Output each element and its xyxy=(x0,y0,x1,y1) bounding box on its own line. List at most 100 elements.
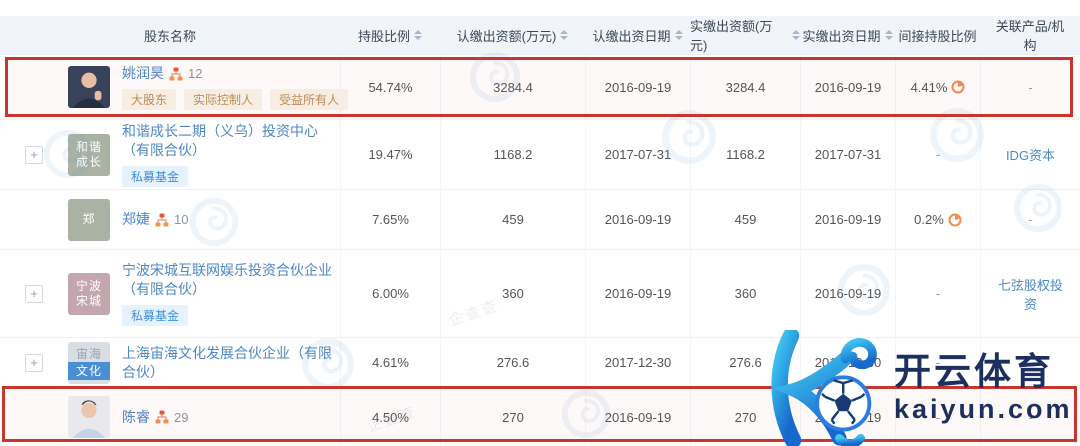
column-header-paid-date[interactable]: 实缴出资日期 xyxy=(800,16,895,54)
related-cell: - xyxy=(980,55,1080,119)
paid-amount-cell: 3284.4 xyxy=(690,55,800,119)
paid-date-cell: 2017-12-30 xyxy=(800,338,895,387)
paid-date-cell: 2016-09-19 xyxy=(800,250,895,337)
indirect-ratio-cell: 0.2% xyxy=(895,190,980,249)
subscribed-date-cell: 2016-09-19 xyxy=(585,388,690,446)
related-cell: IDG资本 xyxy=(980,120,1080,189)
subscribed-date-cell: 2016-09-19 xyxy=(585,55,690,119)
company-count[interactable]: 10 xyxy=(174,212,189,227)
paid-date-cell: 2016-09-19 xyxy=(800,55,895,119)
paid-amount-cell: 276.6 xyxy=(690,338,800,387)
sort-icon[interactable] xyxy=(414,30,422,40)
shareholder-name-link[interactable]: 郑婕 xyxy=(122,211,150,227)
tag-private-fund: 私募基金 xyxy=(122,166,189,187)
related-cell: - xyxy=(980,190,1080,249)
subscribed-date-cell: 2016-09-19 xyxy=(585,250,690,337)
avatar[interactable] xyxy=(68,66,110,108)
column-header-related: 关联产品/机构 xyxy=(995,19,1065,53)
tag-major-shareholder: 大股东 xyxy=(122,89,177,110)
paid-date-cell: 2016-09-19 xyxy=(800,190,895,249)
column-header-shareholder: 股东名称 xyxy=(143,28,196,44)
paid-date-cell: 2017-07-31 xyxy=(800,120,895,189)
relation-chart-icon[interactable] xyxy=(155,213,169,227)
equity-pie-icon[interactable] xyxy=(951,80,965,94)
indirect-ratio-cell: 4.41% xyxy=(895,55,980,119)
indirect-ratio-cell: - xyxy=(895,120,980,189)
subscribed-amount-cell: 459 xyxy=(440,190,585,249)
table-row: 姚润昊 12 大股东 实际控制人 受益所有人 54.74% 3284.4 201… xyxy=(0,55,1080,120)
shareholder-cell: 姚润昊 12 大股东 实际控制人 受益所有人 xyxy=(0,55,349,119)
subscribed-amount-cell: 360 xyxy=(440,250,585,337)
tag-actual-controller: 实际控制人 xyxy=(184,89,263,110)
tag-private-fund: 私募基金 xyxy=(122,305,189,326)
shareholder-name-link[interactable]: 陈睿 xyxy=(122,408,150,425)
shareholder-name-link[interactable]: 和谐成长二期（义乌）投资中心（有限合伙） xyxy=(122,123,318,158)
avatar[interactable]: 宁波 宋城 xyxy=(68,272,110,315)
equity-pie-icon[interactable] xyxy=(948,213,962,227)
indirect-ratio-cell: - xyxy=(895,250,980,337)
column-header-paid-amount[interactable]: 实缴出资额(万元) xyxy=(690,16,800,54)
paid-amount-cell: 270 xyxy=(690,388,800,446)
related-product-link[interactable]: IDG资本 xyxy=(1005,148,1056,163)
company-count[interactable]: 29 xyxy=(174,409,189,425)
table-row: + 宁波 宋城 宁波宋城互联网娱乐投资合伙企业（有限合伙） 私募基金 6.00%… xyxy=(0,250,1080,338)
shareholder-name-link[interactable]: 姚润昊 xyxy=(122,65,164,81)
ratio-cell: 4.61% xyxy=(340,338,440,387)
shareholder-cell: 郑 郑婕 10 xyxy=(0,190,340,249)
paid-date-cell: 2016-09-19 xyxy=(800,388,895,446)
shareholder-cell: + 宁波 宋城 宁波宋城互联网娱乐投资合伙企业（有限合伙） 私募基金 xyxy=(0,250,340,337)
related-product-link[interactable]: 七弦股权投资 xyxy=(997,277,1063,312)
subscribed-date-cell: 2016-09-19 xyxy=(585,190,690,249)
shareholder-name-link[interactable]: 宁波宋城互联网娱乐投资合伙企业（有限合伙） xyxy=(122,262,332,297)
table-row: + 和谐 成长 和谐成长二期（义乌）投资中心（有限合伙） 私募基金 19.47%… xyxy=(0,120,1080,190)
shareholder-cell: + 和谐 成长 和谐成长二期（义乌）投资中心（有限合伙） 私募基金 xyxy=(0,120,340,189)
sort-icon[interactable] xyxy=(560,30,569,40)
ratio-cell: 7.65% xyxy=(340,190,440,249)
avatar[interactable] xyxy=(68,396,110,438)
ratio-cell: 6.00% xyxy=(340,250,440,337)
subscribed-amount-cell: 276.6 xyxy=(440,338,585,387)
paid-amount-cell: 459 xyxy=(690,190,800,249)
related-cell: - xyxy=(980,338,1080,387)
paid-amount-cell: 1168.2 xyxy=(690,120,800,189)
column-header-indirect-ratio: 间接持股比例 xyxy=(898,28,977,44)
tag-beneficial-owner: 受益所有人 xyxy=(270,89,349,110)
sort-icon[interactable] xyxy=(674,30,683,40)
expand-button[interactable]: + xyxy=(25,284,43,303)
expand-button[interactable]: + xyxy=(25,145,43,164)
column-header-subscribed-amount[interactable]: 认缴出资额(万元) xyxy=(440,16,585,54)
avatar[interactable]: 郑 xyxy=(68,198,110,241)
subscribed-date-cell: 2017-07-31 xyxy=(585,120,690,189)
relation-chart-icon[interactable] xyxy=(155,410,169,424)
shareholder-cell: + 宙海 文化 上海宙海文化发展合伙企业（有限合伙） xyxy=(0,338,340,387)
indirect-ratio-cell: - xyxy=(895,388,980,446)
sort-icon[interactable] xyxy=(792,30,800,40)
related-cell: 七弦股权投资 xyxy=(980,250,1080,337)
table-row: 陈睿 29 4.50% 270 2016-09-19 270 2016-09-1… xyxy=(0,388,1080,446)
avatar[interactable]: 和谐 成长 xyxy=(68,133,110,176)
subscribed-amount-cell: 3284.4 xyxy=(440,55,585,119)
subscribed-date-cell: 2017-12-30 xyxy=(585,338,690,387)
avatar[interactable]: 宙海 文化 xyxy=(68,341,110,384)
table-header: 股东名称 持股比例 认缴出资额(万元) 认缴出资日期 实缴出资额(万元) 实缴出… xyxy=(0,16,1080,55)
sort-icon[interactable] xyxy=(884,30,893,40)
subscribed-amount-cell: 1168.2 xyxy=(440,120,585,189)
shareholder-cell: 陈睿 29 xyxy=(0,388,340,446)
ratio-cell: 54.74% xyxy=(340,55,440,119)
relation-chart-icon[interactable] xyxy=(169,67,183,81)
column-header-subscribed-date[interactable]: 认缴出资日期 xyxy=(585,16,690,54)
indirect-ratio-cell: - xyxy=(895,338,980,387)
column-header-ratio[interactable]: 持股比例 xyxy=(340,16,440,54)
related-cell: - xyxy=(980,388,1080,446)
ratio-cell: 4.50% xyxy=(340,388,440,446)
ratio-cell: 19.47% xyxy=(340,120,440,189)
table-row: + 宙海 文化 上海宙海文化发展合伙企业（有限合伙） 4.61% 276.6 2… xyxy=(0,338,1080,388)
shareholder-name-link[interactable]: 上海宙海文化发展合伙企业（有限合伙） xyxy=(122,344,332,380)
paid-amount-cell: 360 xyxy=(690,250,800,337)
company-count[interactable]: 12 xyxy=(188,66,203,81)
subscribed-amount-cell: 270 xyxy=(440,388,585,446)
expand-button[interactable]: + xyxy=(25,353,43,372)
table-row: 郑 郑婕 10 7.65% 459 2016-09-19 459 2016-09… xyxy=(0,190,1080,250)
